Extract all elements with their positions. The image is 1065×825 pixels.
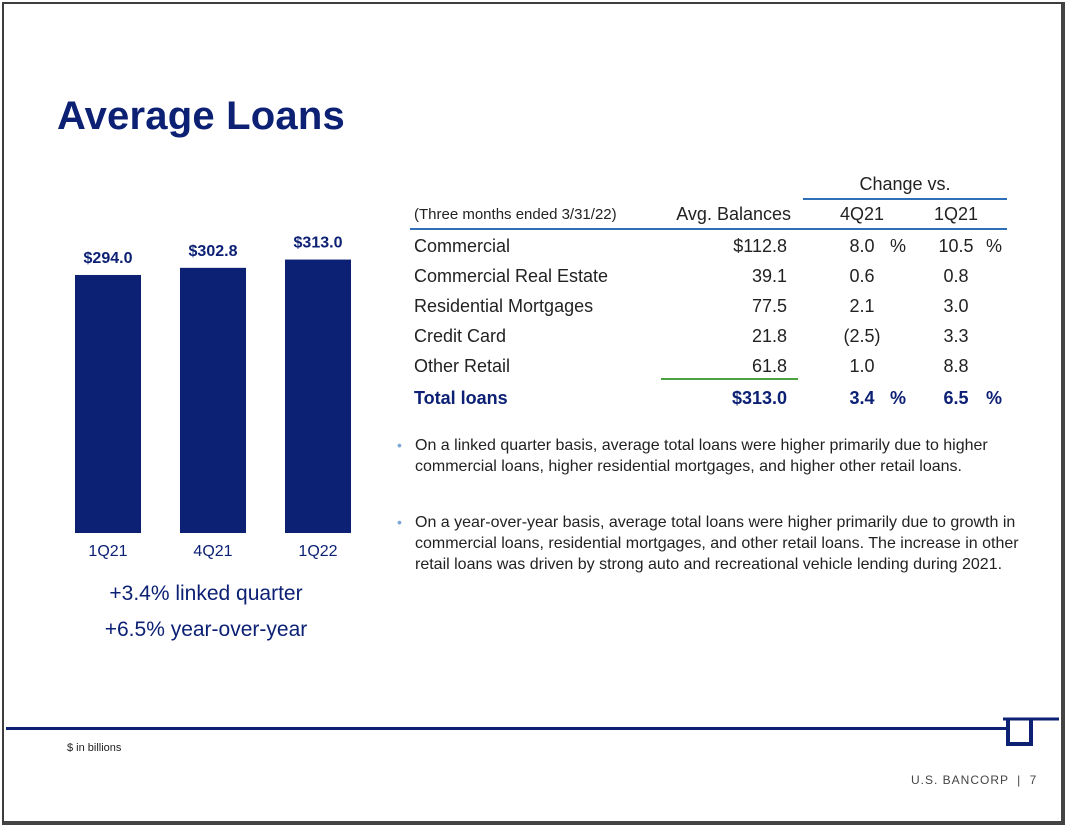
row-label: Commercial [414, 236, 511, 256]
bar-4Q21 [180, 267, 246, 533]
page-title: Average Loans [57, 94, 345, 138]
bullet-marker: • [397, 514, 402, 530]
bar-value-label: $302.8 [189, 243, 238, 260]
brand-name: U.S. BANCORP [911, 773, 1009, 787]
period-note: (Three months ended 3/31/22) [414, 206, 617, 223]
bar-1Q21 [75, 274, 141, 533]
bar-1Q22 [285, 259, 351, 533]
row-change-4q21: 2.1 [849, 296, 875, 316]
table-row: Other Retail 61.8 1.0 8.8 [0, 352, 1065, 382]
total-label: Total loans [414, 388, 508, 408]
row-change-4q21-pct: % [890, 236, 907, 256]
growth-year-over-year: +6.5% year-over-year [104, 618, 308, 641]
x-tick-label: 1Q21 [88, 543, 127, 560]
row-change-4q21: (2.5) [843, 326, 881, 346]
table-row: Commercial $112.8 8.0 % 10.5 % [0, 232, 1065, 262]
x-tick-label: 1Q22 [298, 543, 337, 560]
total-change-1q21: 6.5 [943, 388, 969, 408]
total-change-4q21: 3.4 [849, 388, 875, 408]
page-number: 7 [1029, 773, 1038, 787]
col-header-1q21: 1Q21 [933, 204, 979, 224]
change-header-rule [803, 198, 1007, 200]
row-label: Residential Mortgages [414, 296, 594, 316]
total-change-4q21-pct: % [890, 388, 907, 408]
col-header-4q21: 4Q21 [839, 204, 885, 224]
total-rule [661, 378, 798, 380]
row-label: Commercial Real Estate [414, 266, 609, 286]
row-change-1q21: 8.8 [943, 356, 969, 376]
header-rule [410, 228, 1007, 230]
row-label: Other Retail [414, 356, 511, 376]
row-balance: 77.5 [751, 296, 787, 316]
bar-value-label: $294.0 [84, 250, 133, 267]
change-vs-header: Change vs. [859, 174, 951, 194]
brand-separator: | [1017, 773, 1022, 787]
total-balance: $313.0 [731, 388, 787, 408]
average-loans-bar-chart: $294.0 1Q21 $302.8 4Q21 $313.0 1Q22 [75, 235, 351, 560]
row-change-4q21: 0.6 [849, 266, 875, 286]
footnote: $ in billions [67, 742, 122, 754]
footer-rule [6, 727, 1009, 730]
table-row: Credit Card 21.8 (2.5) 3.3 [0, 322, 1065, 352]
row-label: Credit Card [414, 326, 507, 346]
row-balance: 39.1 [751, 266, 787, 286]
bullet-text: On a linked quarter basis, average total… [415, 437, 988, 475]
bar-value-label: $313.0 [294, 235, 343, 252]
row-change-1q21: 10.5 [938, 236, 974, 256]
row-change-1q21: 3.3 [943, 326, 969, 346]
row-change-1q21: 3.0 [943, 296, 969, 316]
x-tick-label: 4Q21 [193, 543, 232, 560]
row-change-4q21: 1.0 [849, 356, 875, 376]
total-change-1q21-pct: % [986, 388, 1003, 408]
usbank-shield-logo-icon [1003, 717, 1059, 746]
row-change-4q21: 8.0 [849, 236, 875, 256]
row-change-1q21: 0.8 [943, 266, 969, 286]
col-header-avg-balances: Avg. Balances [676, 204, 791, 224]
bullet-marker: • [397, 437, 402, 453]
bullet-text: On a year-over-year basis, average total… [415, 514, 1019, 573]
footer-brand: U.S. BANCORP | 7 [911, 773, 1037, 787]
table-row: Commercial Real Estate 39.1 0.6 0.8 [0, 262, 1065, 292]
row-balance: 61.8 [751, 356, 787, 376]
growth-linked-quarter: +3.4% linked quarter [109, 582, 303, 605]
row-balance: 21.8 [751, 326, 787, 346]
table-total-row: Total loans $313.0 3.4 % 6.5 % [0, 384, 1065, 414]
table-row: Residential Mortgages 77.5 2.1 3.0 [0, 292, 1065, 322]
row-change-1q21-pct: % [986, 236, 1003, 256]
row-balance: $112.8 [733, 236, 787, 256]
